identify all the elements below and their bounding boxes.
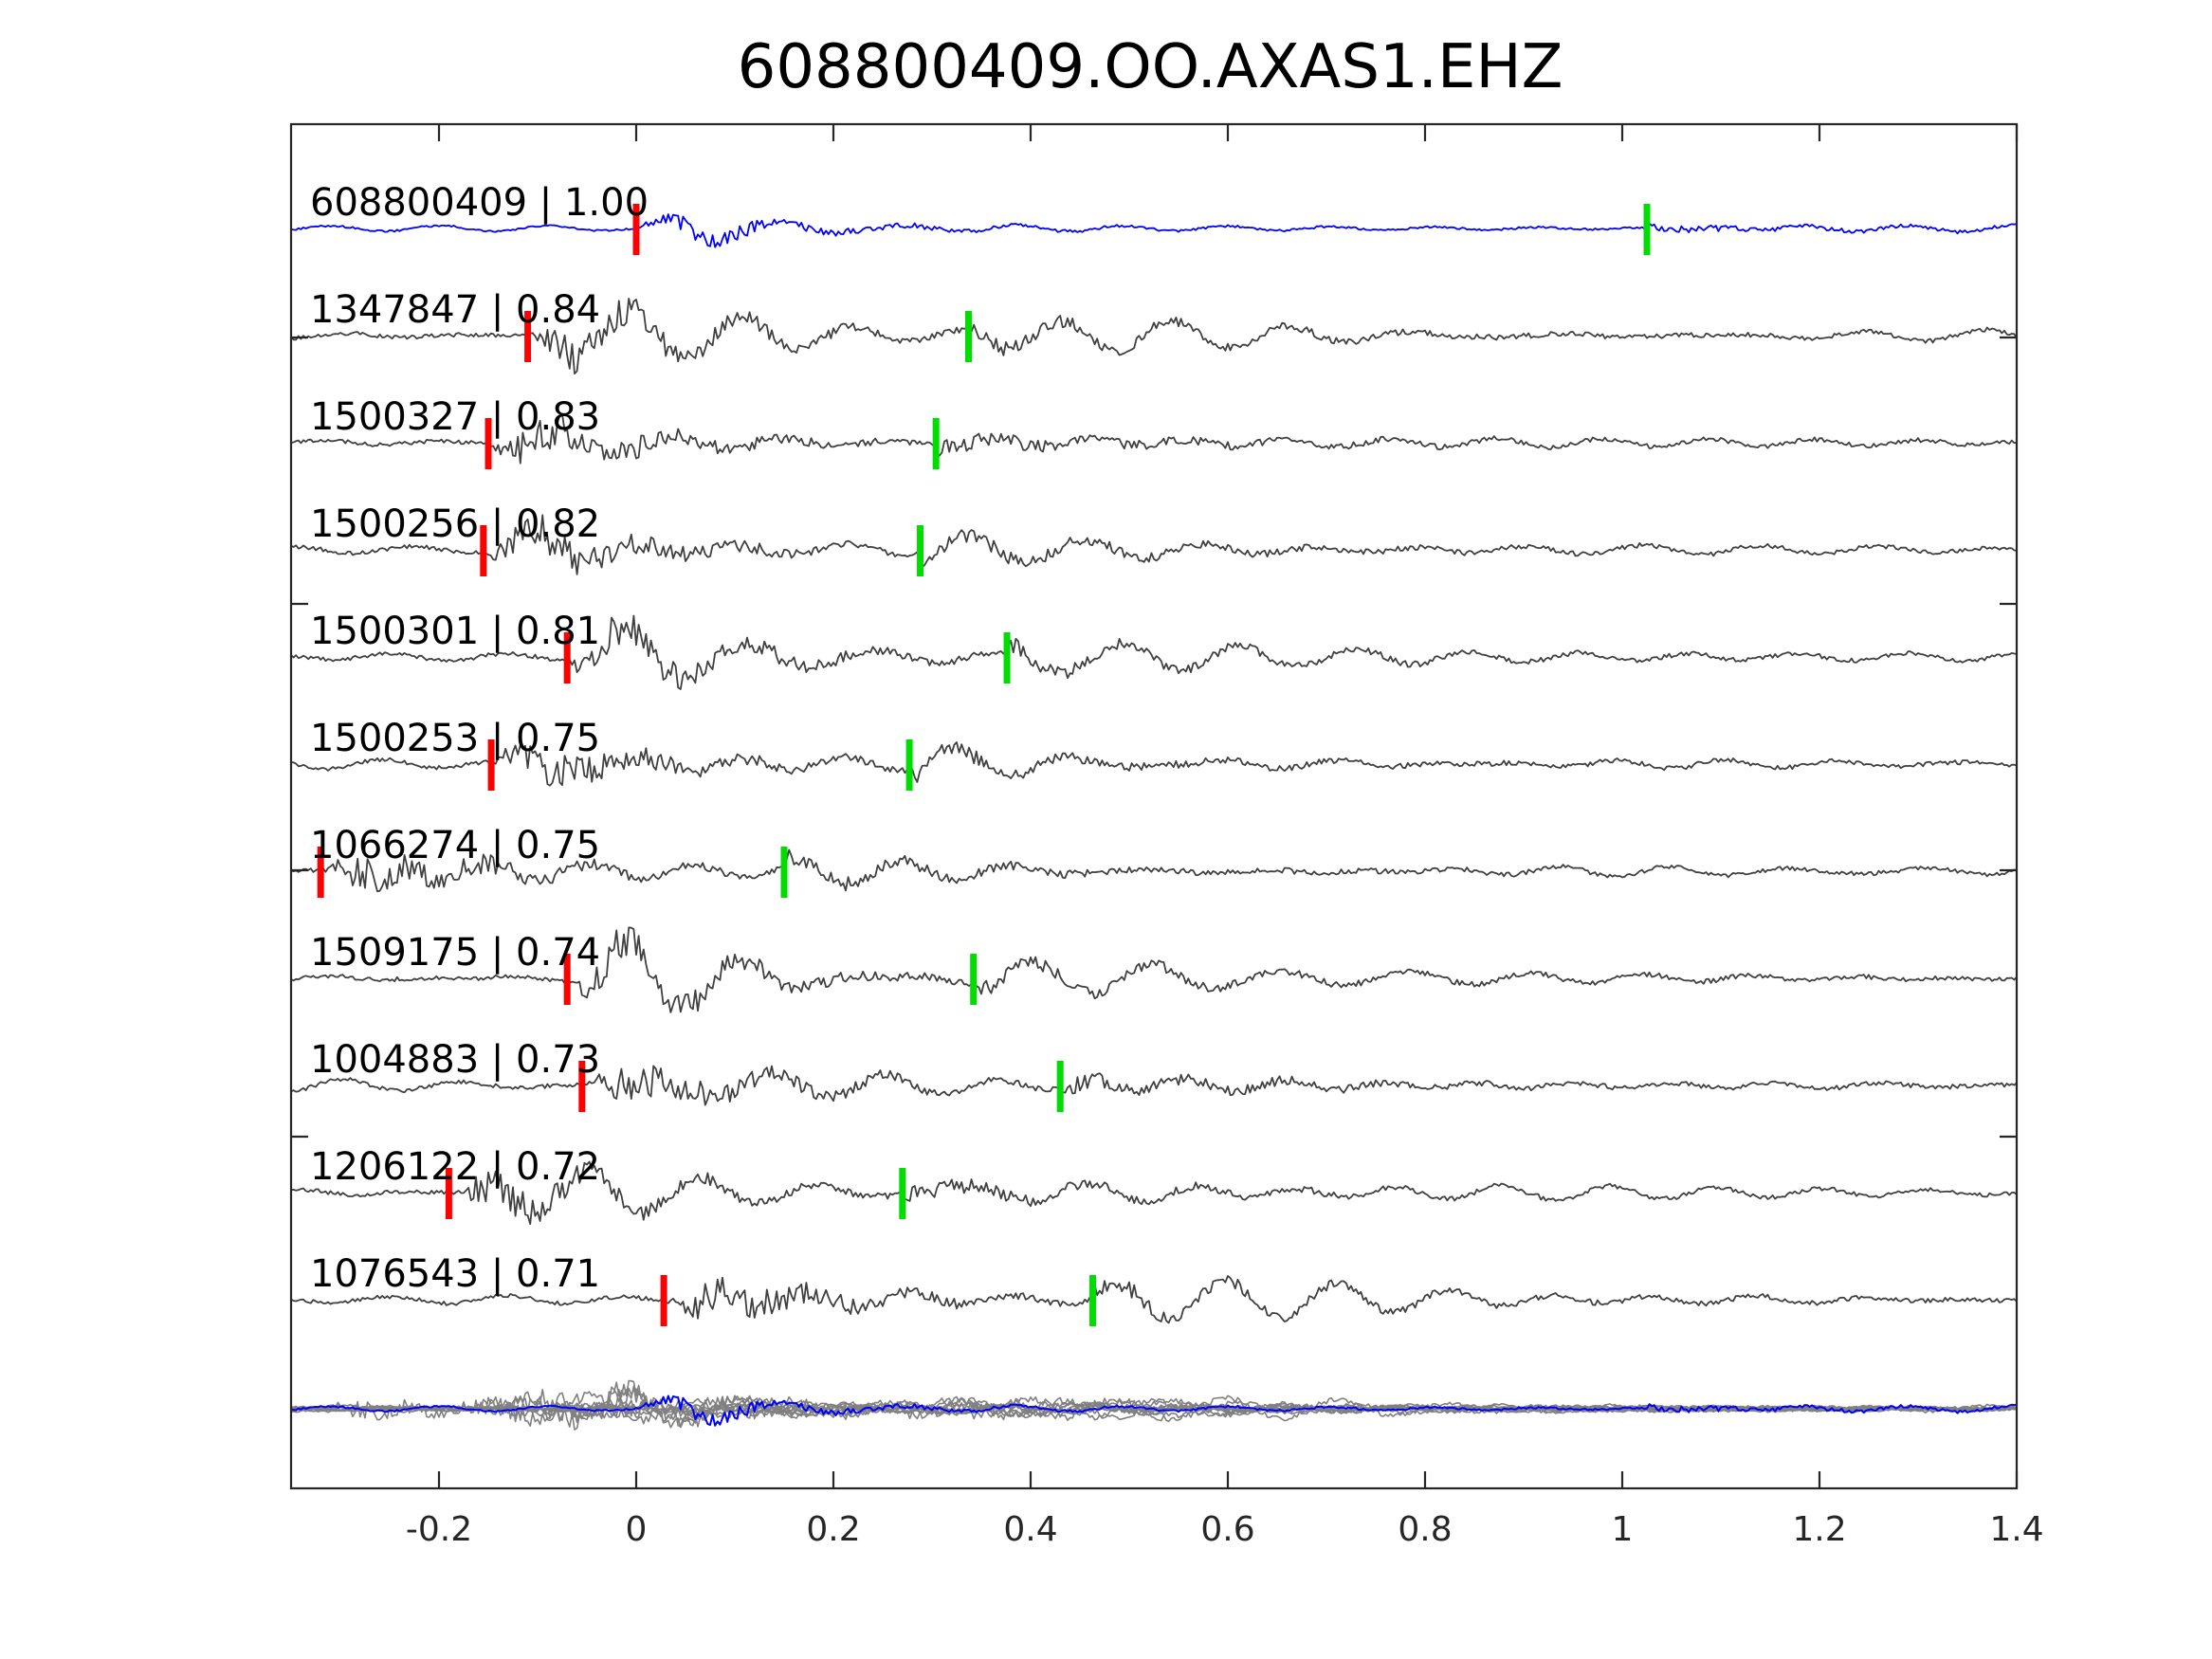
phase-picks	[317, 204, 1651, 1326]
trace-label-608800409: 608800409 | 1.00	[310, 181, 649, 225]
x-tick-label-3: 0.4	[1003, 1510, 1057, 1549]
trace-label-1500253: 1500253 | 0.75	[310, 717, 600, 760]
x-tick-label-0: -0.2	[406, 1510, 472, 1549]
waveform-trace-1500327	[290, 413, 2018, 465]
x-tick-label-2: 0.2	[806, 1510, 860, 1549]
trace-label-1206122: 1206122 | 0.72	[310, 1145, 600, 1189]
waveform-trace-1076543	[290, 1275, 2018, 1324]
chart-title: 608800409.OO.AXAS1.EHZ	[738, 32, 1563, 102]
waveform-trace-1066274	[290, 848, 2018, 893]
waveform-traces	[290, 213, 2018, 1324]
stacked-trace-9	[290, 1391, 2018, 1427]
waveform-trace-1347847	[290, 298, 2018, 375]
trace-label-1347847: 1347847 | 0.84	[310, 288, 600, 332]
trace-label-1066274: 1066274 | 0.75	[310, 824, 600, 867]
trace-label-1509175: 1509175 | 0.74	[310, 931, 600, 975]
trace-label-1004883: 1004883 | 0.73	[310, 1038, 600, 1082]
x-tick-label-8: 1.4	[1989, 1510, 2043, 1549]
waveform-trace-1509175	[290, 926, 2018, 1013]
trace-label-1500327: 1500327 | 0.83	[310, 395, 600, 439]
y-axis-ticks	[291, 336, 2017, 1139]
stacked-template-trace	[290, 1395, 2018, 1427]
stacked-waveforms	[290, 1379, 2018, 1431]
axes-frame	[289, 122, 2019, 1490]
waveform-trace-1500256	[290, 514, 2018, 575]
waveform-trace-1206122	[290, 1160, 2018, 1225]
x-tick-label-1: 0	[626, 1510, 648, 1549]
x-tick-label-7: 1.2	[1792, 1510, 1846, 1549]
waveform-trace-608800409	[290, 213, 2018, 248]
x-tick-label-6: 1	[1612, 1510, 1634, 1549]
plot-area: 608800409 | 1.00 1347847 | 0.84 1500327 | …	[290, 181, 2018, 1431]
x-tick-label-5: 0.8	[1398, 1510, 1452, 1549]
x-axis: -0.2 0 0.2 0.4 0.6 0.8 1 1.2 1.4	[406, 124, 2044, 1549]
waveform-trace-1500253	[290, 741, 2018, 787]
trace-label-1076543: 1076543 | 0.71	[310, 1252, 600, 1296]
waveform-trace-1500301	[290, 614, 2018, 690]
trace-label-1500256: 1500256 | 0.82	[310, 502, 600, 546]
x-tick-label-4: 0.6	[1200, 1510, 1254, 1549]
stacked-trace-8	[290, 1396, 2018, 1421]
trace-label-1500301: 1500301 | 0.81	[310, 610, 600, 653]
trace-labels: 608800409 | 1.00 1347847 | 0.84 1500327 | …	[310, 181, 649, 1296]
